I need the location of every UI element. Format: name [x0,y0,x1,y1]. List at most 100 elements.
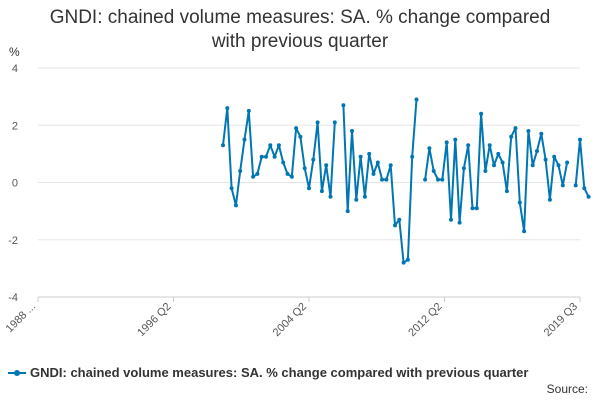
data-point[interactable] [384,177,389,182]
data-point[interactable] [345,209,350,214]
data-point[interactable] [470,206,475,211]
x-tick-label: 1996 Q2 [135,301,173,339]
data-point[interactable] [479,111,484,116]
data-point[interactable] [466,143,471,148]
data-point[interactable] [517,200,522,205]
data-point[interactable] [496,151,501,156]
data-point[interactable] [268,143,273,148]
data-point[interactable] [500,160,505,165]
data-point[interactable] [504,189,509,194]
data-point[interactable] [573,183,578,188]
data-point[interactable] [582,186,587,191]
series-line [424,112,569,233]
y-axis-unit-label: % [9,45,20,59]
data-point[interactable] [388,163,393,168]
data-point[interactable] [535,149,539,153]
data-point[interactable] [341,103,346,108]
chart-title-line-1: GNDI: chained volume measures: SA. % cha… [49,7,551,28]
x-tick-label: 2004 Q2 [271,301,309,339]
data-point[interactable] [294,126,299,131]
data-point[interactable] [375,160,380,165]
data-point[interactable] [449,217,453,222]
data-point[interactable] [319,189,324,194]
data-point[interactable] [578,137,582,142]
data-point[interactable] [522,229,527,234]
data-point[interactable] [328,194,333,199]
y-tick-label: -4 [8,292,18,304]
chart-title-line-2: with previous quarter [211,31,389,52]
y-tick-label: 0 [12,178,18,190]
data-point[interactable] [255,171,260,176]
data-point[interactable] [315,120,320,125]
data-point[interactable] [358,154,363,159]
data-point[interactable] [307,186,311,191]
data-point[interactable] [397,217,402,222]
data-point[interactable] [276,143,281,148]
data-point[interactable] [371,171,376,176]
data-point[interactable] [552,154,557,159]
data-point[interactable] [302,166,307,171]
data-point[interactable] [259,154,264,159]
data-point[interactable] [272,154,277,159]
series-line [342,99,418,264]
data-point[interactable] [285,171,290,176]
data-point[interactable] [401,260,406,265]
data-point[interactable] [242,137,247,142]
legend-swatch [8,368,26,378]
data-point[interactable] [229,186,234,191]
data-point[interactable] [483,169,488,173]
data-point[interactable] [393,223,397,228]
data-point[interactable] [289,174,294,179]
data-point[interactable] [547,197,552,202]
y-tick-label: 2 [12,120,18,132]
data-point[interactable] [281,160,286,165]
data-point[interactable] [543,157,548,162]
data-point[interactable] [410,154,415,159]
data-point[interactable] [246,108,251,113]
data-point[interactable] [380,177,385,182]
data-point[interactable] [225,106,230,111]
data-point[interactable] [414,97,419,102]
data-point[interactable] [461,166,466,171]
data-point[interactable] [354,197,359,202]
data-point[interactable] [513,126,518,131]
data-point[interactable] [311,157,316,162]
data-point[interactable] [492,163,496,168]
data-point[interactable] [264,154,268,159]
data-point[interactable] [509,134,514,139]
data-point[interactable] [539,131,544,136]
data-point[interactable] [530,163,535,168]
data-point[interactable] [298,134,303,139]
data-point[interactable] [560,183,565,188]
data-point[interactable] [565,160,570,165]
data-point[interactable] [238,169,243,173]
data-point[interactable] [423,177,428,182]
data-point[interactable] [487,143,492,148]
data-point[interactable] [405,257,410,262]
y-axis-ticks: 4 2 0 -2 -4 [8,63,18,304]
data-point[interactable] [436,177,440,182]
data-point[interactable] [221,143,225,148]
chart-title: GNDI: chained volume measures: SA. % cha… [0,6,600,54]
data-point[interactable] [457,220,462,225]
legend[interactable]: GNDI: chained volume measures: SA. % cha… [8,365,528,380]
data-point[interactable] [431,169,436,173]
data-point[interactable] [427,146,432,151]
data-point[interactable] [556,163,561,168]
data-point[interactable] [444,140,449,145]
data-point[interactable] [324,163,329,168]
data-point[interactable] [332,120,337,125]
data-point[interactable] [453,137,458,142]
y-tick-label: -2 [8,235,18,247]
series-line [574,138,590,198]
data-point[interactable] [251,174,256,179]
data-point[interactable] [440,177,445,182]
data-point[interactable] [350,129,354,133]
data-point[interactable] [367,151,372,156]
data-point[interactable] [526,129,531,133]
data-point[interactable] [362,194,367,199]
data-point[interactable] [474,206,479,211]
data-point[interactable] [233,203,238,208]
data-point[interactable] [586,194,591,199]
